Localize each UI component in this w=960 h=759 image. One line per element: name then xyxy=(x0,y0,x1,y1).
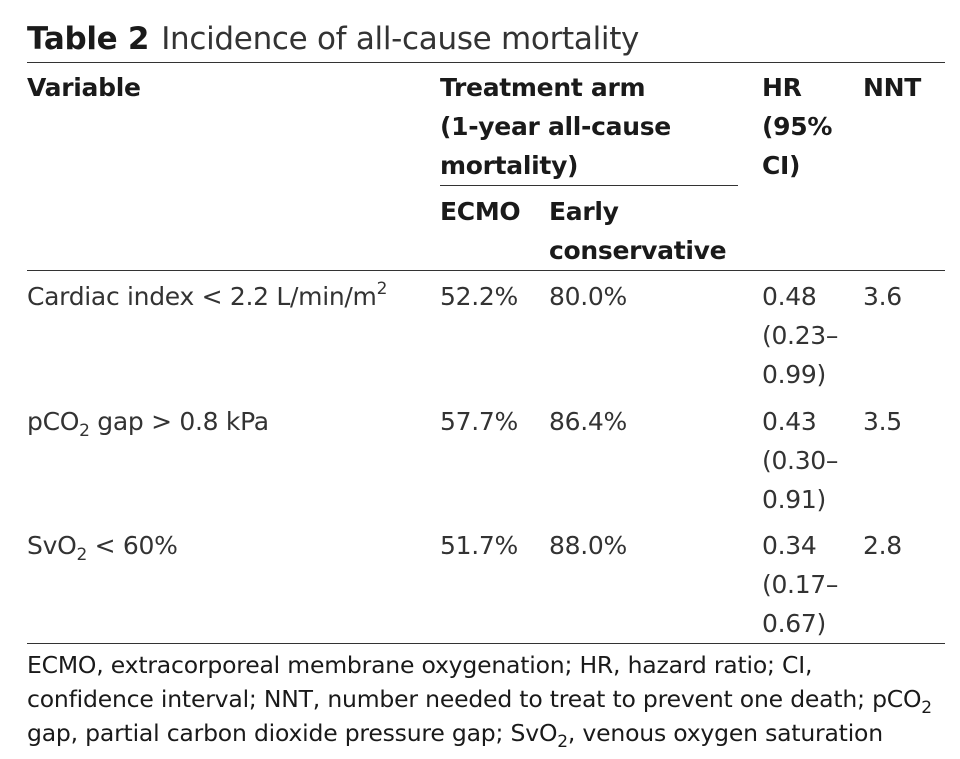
footnote-subscript: 2 xyxy=(921,698,932,718)
row-1-nnt: 3.6 xyxy=(863,282,902,311)
row-hr-line: (0.17– xyxy=(762,570,839,599)
row-2-ecmo: 57.7% xyxy=(440,407,518,436)
treatment-arm-rule xyxy=(440,185,738,186)
row-variable-text: gap > 0.8 kPa xyxy=(89,407,269,436)
row-hr-line: 0.99) xyxy=(762,360,826,389)
row-hr-line: 0.48 xyxy=(762,282,817,311)
header-treatment-arm-line: (1-year all-cause xyxy=(440,112,671,141)
row-variable-subscript: 2 xyxy=(76,545,87,565)
header-treatment-arm-line: Treatment arm xyxy=(440,73,646,102)
header-early-conservative-line: Early xyxy=(549,197,619,226)
row-variable-text: pCO xyxy=(27,407,80,436)
header-treatment-arm-line: mortality) xyxy=(440,151,579,180)
table-footnote: ECMO, extracorporeal membrane oxygenatio… xyxy=(27,648,945,752)
row-1-hr: 0.48 (0.23– 0.99) xyxy=(762,277,838,394)
header-early-conservative-line: conservative xyxy=(549,236,727,265)
footnote-text: gap, partial carbon dioxide pressure gap… xyxy=(27,719,558,747)
table-container: Table 2 Incidence of all-cause mortality … xyxy=(27,18,945,751)
row-variable-subscript: 2 xyxy=(79,421,90,441)
row-hr-line: (0.23– xyxy=(762,321,839,350)
table-caption: Table 2 Incidence of all-cause mortality xyxy=(27,18,945,60)
row-variable-superscript: 2 xyxy=(376,279,388,299)
row-3-variable: SvO2 < 60% xyxy=(27,526,178,565)
row-3-hr: 0.34 (0.17– 0.67) xyxy=(762,526,838,643)
row-3-ecmo: 51.7% xyxy=(440,531,518,560)
header-treatment-arm: Treatment arm (1-year all-cause mortalit… xyxy=(440,68,671,185)
header-hr-line: (95% xyxy=(762,112,833,141)
row-hr-line: 0.43 xyxy=(762,407,817,436)
header-ecmo: ECMO xyxy=(440,197,521,226)
header-bottom-rule xyxy=(27,270,945,271)
header-nnt: NNT xyxy=(863,73,921,102)
header-hr-line: HR xyxy=(762,73,802,102)
table-title: Incidence of all-cause mortality xyxy=(161,21,640,57)
footnote-subscript: 2 xyxy=(557,732,568,752)
row-1-early-conservative: 80.0% xyxy=(549,282,627,311)
row-1-ecmo: 52.2% xyxy=(440,282,518,311)
header-hr-line: CI) xyxy=(762,151,801,180)
header-variable: Variable xyxy=(27,73,141,102)
row-hr-line: (0.30– xyxy=(762,446,839,475)
footnote-text: ECMO, extracorporeal membrane oxygenatio… xyxy=(27,651,922,713)
row-3-early-conservative: 88.0% xyxy=(549,531,627,560)
row-hr-line: 0.34 xyxy=(762,531,817,560)
row-3-nnt: 2.8 xyxy=(863,531,902,560)
top-rule xyxy=(27,62,945,63)
row-2-nnt: 3.5 xyxy=(863,407,902,436)
row-hr-line: 0.91) xyxy=(762,485,826,514)
table-label: Table 2 xyxy=(27,21,150,57)
table-bottom-rule xyxy=(27,643,945,644)
header-early-conservative: Early conservative xyxy=(549,192,727,270)
row-1-variable: Cardiac index < 2.2 L/min/m2 xyxy=(27,277,387,316)
row-2-early-conservative: 86.4% xyxy=(549,407,627,436)
footnote-text: , venous oxygen saturation xyxy=(567,719,883,747)
row-variable-text: < 60% xyxy=(86,531,178,560)
row-hr-line: 0.67) xyxy=(762,609,826,638)
header-hr: HR (95% CI) xyxy=(762,68,832,185)
row-2-variable: pCO2 gap > 0.8 kPa xyxy=(27,402,269,441)
row-2-hr: 0.43 (0.30– 0.91) xyxy=(762,402,838,519)
row-variable-text: Cardiac index < 2.2 L/min/m xyxy=(27,282,377,311)
row-variable-text: SvO xyxy=(27,531,77,560)
